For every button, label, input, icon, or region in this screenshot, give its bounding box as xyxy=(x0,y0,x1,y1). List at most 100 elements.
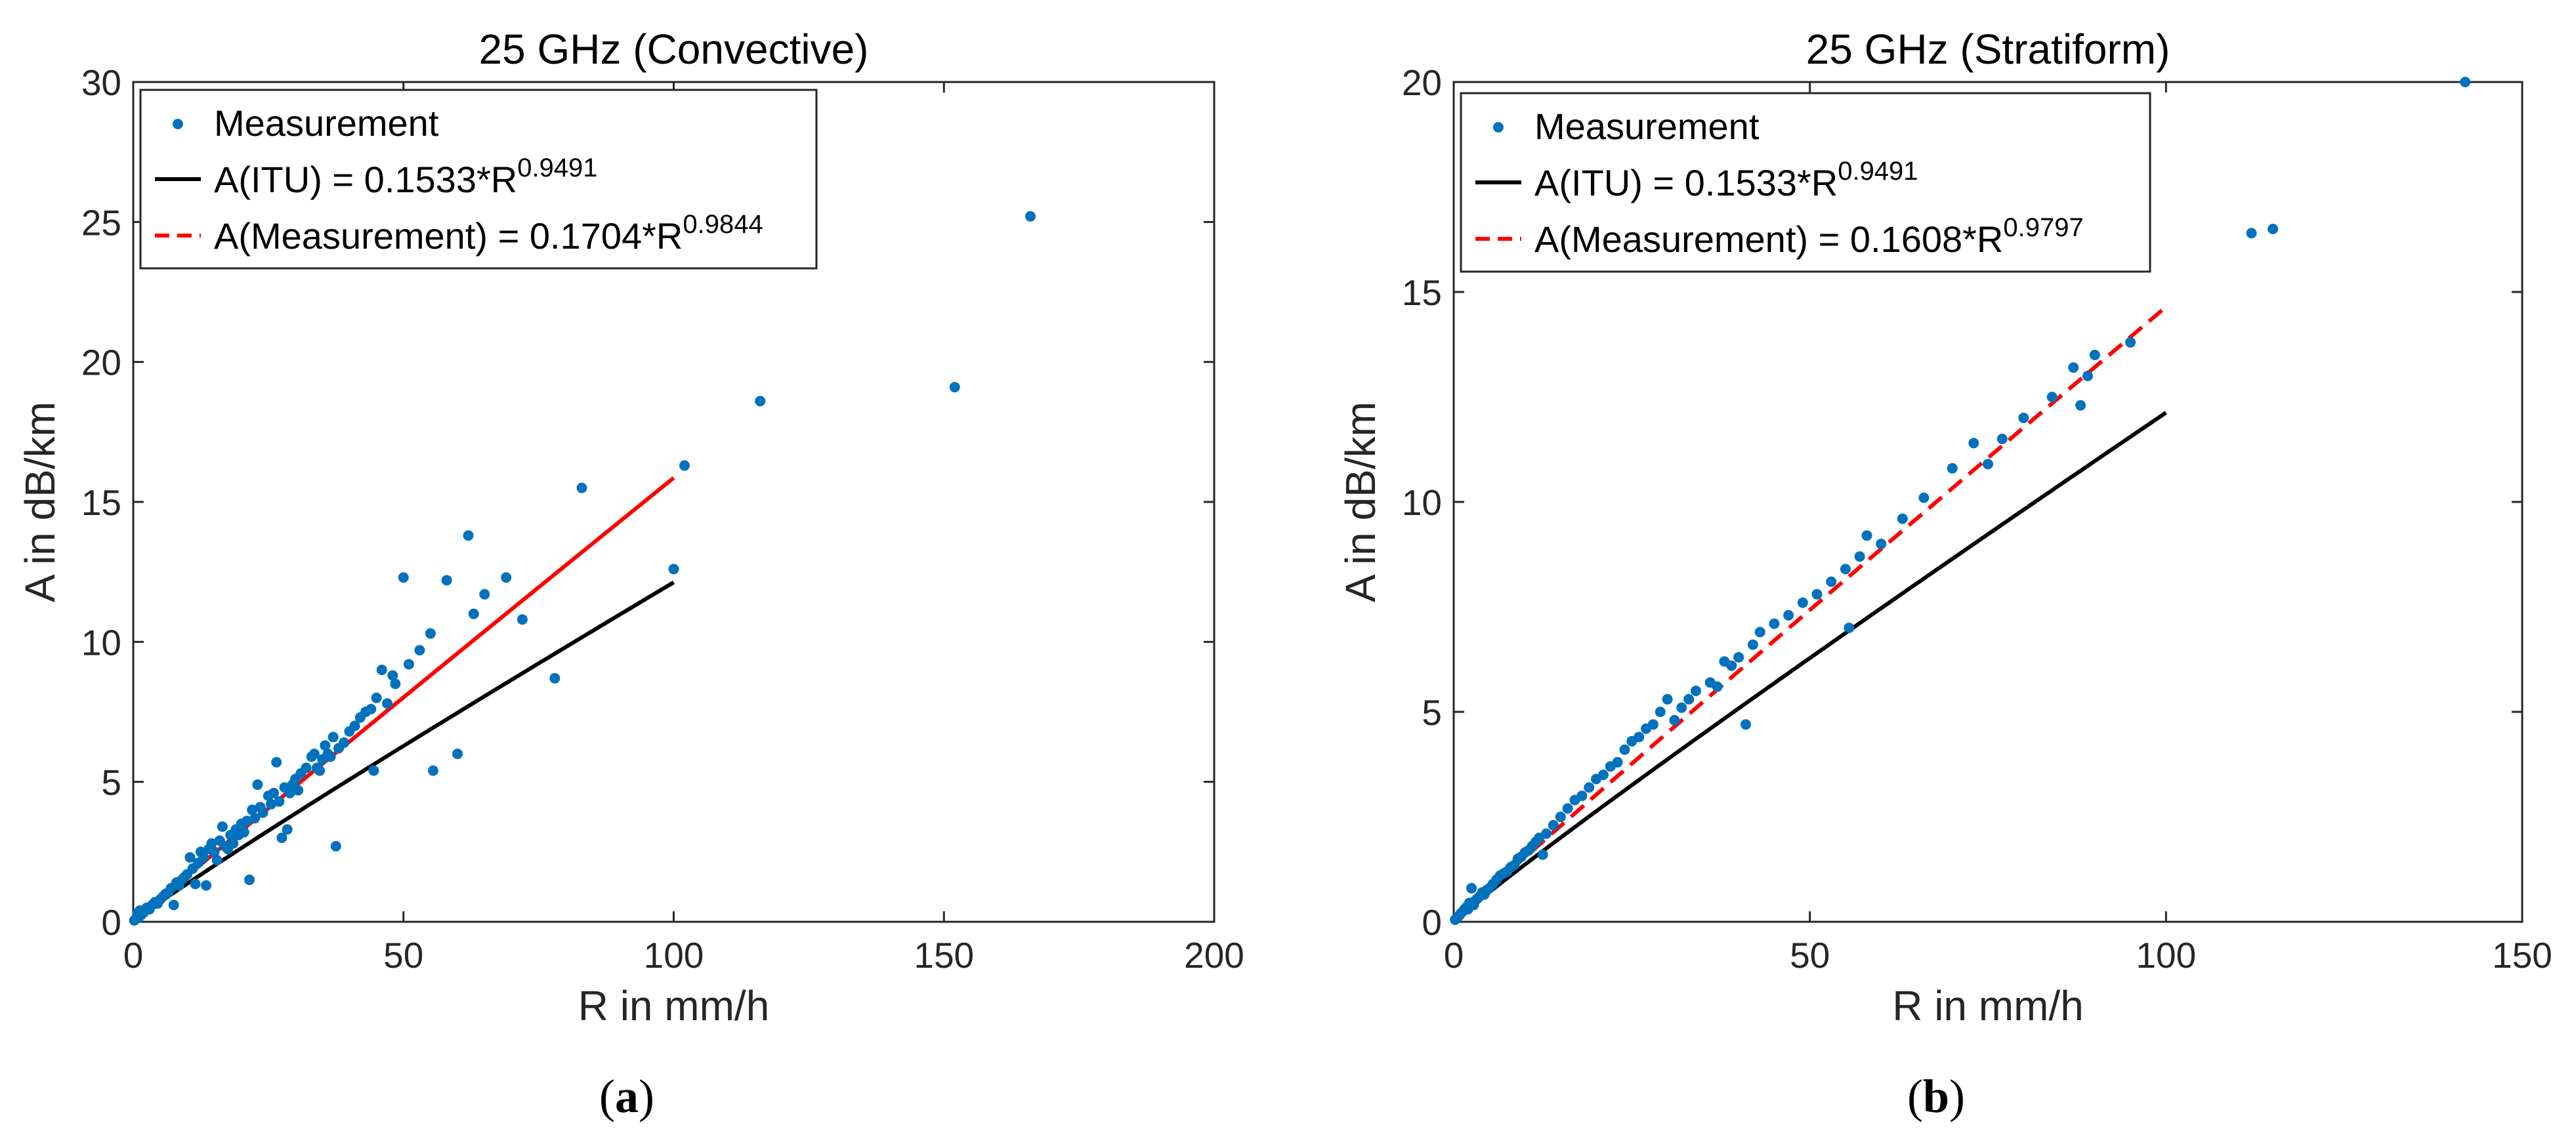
chart-1-measurement-point xyxy=(1983,459,1993,470)
chart-0-measurement-point xyxy=(271,756,282,768)
chart-1-measurement-point xyxy=(1597,770,1609,780)
chart-1-measurement-point xyxy=(1840,564,1851,575)
chart-1-measurement-point xyxy=(1733,651,1744,663)
chart-1-title: 25 GHz (Stratiform) xyxy=(1806,26,2170,73)
chart-0-measurement-point xyxy=(390,678,401,690)
chart-1-measurement-point xyxy=(1634,732,1645,743)
chart-1-measurement-point xyxy=(1619,744,1630,755)
chart-1-y-tick-label: 0 xyxy=(1422,902,1442,943)
chart-1-x-axis-label: R in mm/h xyxy=(1892,982,2084,1029)
chart-0-measurement-point xyxy=(425,628,436,639)
chart-0-legend-marker xyxy=(173,119,183,129)
chart-1-measurement-point xyxy=(2018,413,2029,423)
chart-0-measurement-point xyxy=(403,659,414,670)
chart-0-measurement-point xyxy=(247,804,258,816)
chart-0-measurement-point xyxy=(201,880,212,891)
chart-1-y-tick-label: 15 xyxy=(1402,272,1442,313)
chart-1-measurement-point xyxy=(1861,530,1872,541)
chart-1-legend-entry: A(ITU) = 0.1533*R0.9491 xyxy=(1534,157,1918,203)
chart-0-measurement-point xyxy=(576,482,587,493)
chart-0-measurement-point xyxy=(282,824,293,835)
chart-0-measurement-point xyxy=(228,838,239,849)
chart-1-measurement-point xyxy=(1466,882,1477,894)
chart-1-measurement-point xyxy=(2246,228,2257,239)
chart-0-measurement-point xyxy=(314,765,326,776)
chart-1-measurement-point xyxy=(1576,791,1588,801)
chart-0-y-tick-label: 5 xyxy=(101,762,121,803)
chart-1-measurement-point xyxy=(1548,819,1559,831)
chart-0-measurement-point xyxy=(1025,211,1036,222)
chart-1-measurement-point xyxy=(1797,597,1808,608)
chart-0-x-tick-label: 150 xyxy=(914,935,974,976)
chart-0-measurement-point xyxy=(501,572,512,583)
chart-1-measurement-point xyxy=(1712,681,1723,692)
chart-0-measurement-point xyxy=(308,749,320,759)
chart-1-measurement-point xyxy=(1691,686,1702,696)
chart-0-measurement-point xyxy=(257,807,268,818)
chart-0-measurement-point xyxy=(517,614,528,625)
chart-1-y-axis-label: A in dB/km xyxy=(1337,402,1384,602)
chart-0-measurement-point xyxy=(184,852,196,863)
chart-0-legend-entry: A(Measurement) = 0.1704*R0.9844 xyxy=(214,210,763,257)
chart-1-measurement-point xyxy=(1968,438,1979,449)
chart-1-legend-box xyxy=(1460,92,2151,273)
chart-1-measurement-point xyxy=(1947,463,1958,474)
chart-1-measurement-point xyxy=(1537,849,1548,860)
chart-0-measurement-point xyxy=(349,720,360,732)
chart-0-y-tick-label: 30 xyxy=(81,62,121,103)
chart-0-x-axis-label: R in mm/h xyxy=(578,982,770,1029)
chart-0-measurement-point xyxy=(441,575,452,586)
chart-1-legend-marker xyxy=(1493,122,1504,133)
chart-0-measurement-point xyxy=(241,816,252,827)
chart-1-measurement-point xyxy=(1541,828,1552,839)
chart-0-measurement-point xyxy=(387,670,398,681)
chart-0-measurement-point xyxy=(679,460,690,471)
chart-0-measurement-point xyxy=(668,564,679,575)
chart-0-group: 0 50 100 150 200 0 5 10 15 20 25 30 25 GHz (Convecti… xyxy=(16,26,1244,1123)
chart-1-measurement-point xyxy=(2089,350,2100,360)
chart-0-x-tick-label: 0 xyxy=(123,935,144,976)
chart-0-measurement-point xyxy=(211,855,222,866)
chart-1-measurement-point xyxy=(1769,618,1780,629)
chart-0-measurement-point xyxy=(274,796,285,807)
chart-1-measurement-point xyxy=(1811,589,1823,600)
chart-0-measurement-point xyxy=(168,899,179,911)
chart-0-measurement-point xyxy=(284,787,295,798)
chart-0-measurement-point xyxy=(414,645,425,656)
chart-1-measurement-point xyxy=(1740,719,1751,730)
chart-0-measurement-point xyxy=(217,821,228,832)
chart-1-measurement-point xyxy=(2268,224,2279,234)
chart-1-measurement-point xyxy=(1826,576,1837,587)
chart-0-x-tick-label: 100 xyxy=(644,935,704,976)
chart-0-measurement-point xyxy=(398,572,409,583)
chart-1-measurement-point xyxy=(2125,337,2136,348)
chart-0-measurement-point xyxy=(327,732,339,743)
chart-0-panel-label: (a) xyxy=(599,1070,654,1123)
chart-1-measurement-point xyxy=(1555,812,1566,822)
chart-0-itu-line xyxy=(133,581,675,922)
chart-0-legend-entry: Measurement xyxy=(214,102,439,144)
chart-0-measurement-point xyxy=(276,833,287,843)
chart-1-measurement-point xyxy=(1562,803,1573,814)
chart-0-legend-entry: A(ITU) = 0.1533*R0.9491 xyxy=(214,154,598,200)
chart-0-measurement-point xyxy=(463,530,474,541)
chart-0-measurement-point xyxy=(293,785,304,796)
chart-1-measurement-point xyxy=(1996,434,2008,444)
chart-1-measurement-point xyxy=(1897,513,1908,524)
chart-1-measurement-point xyxy=(1669,714,1680,726)
chart-1-y-tick-label: 10 xyxy=(1402,482,1442,523)
chart-1-measurement-point xyxy=(1676,702,1687,713)
chart-0-measurement-point xyxy=(755,396,766,407)
chart-1-group: 0 50 100 150 0 5 10 15 20 25 GHz (Stratiform) R in… xyxy=(1337,26,2552,1123)
chart-1-x-tick-label: 150 xyxy=(2492,935,2552,976)
chart-0-measurement-point xyxy=(265,798,276,810)
chart-0-measurement-point xyxy=(468,608,479,619)
chart-0-measurement-point xyxy=(252,779,263,790)
chart-1-itu-line xyxy=(1454,411,2167,922)
chart-1-measurement-point xyxy=(1584,782,1595,793)
chart-0-x-tick-label: 50 xyxy=(383,935,423,976)
chart-1-measurement-point xyxy=(1647,719,1658,730)
chart-1-measurement-point xyxy=(1683,693,1695,705)
chart-0-measurement-point xyxy=(325,751,336,762)
chart-0-measurement-point xyxy=(366,703,377,714)
